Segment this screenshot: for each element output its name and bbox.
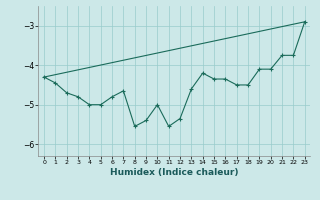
X-axis label: Humidex (Indice chaleur): Humidex (Indice chaleur) — [110, 168, 239, 177]
